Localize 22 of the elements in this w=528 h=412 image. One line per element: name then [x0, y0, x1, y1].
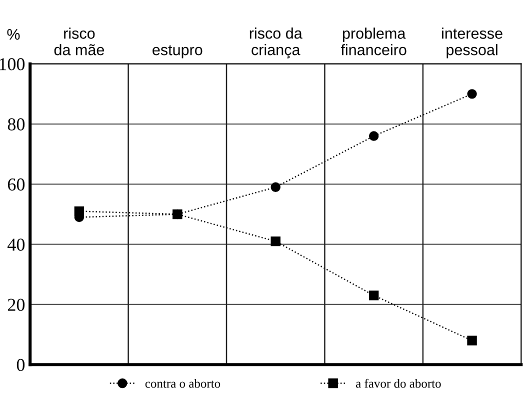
point	[270, 236, 280, 246]
y-tick-label: 20	[8, 298, 25, 311]
point	[270, 182, 280, 192]
point	[467, 336, 477, 346]
point	[368, 290, 379, 300]
point	[368, 131, 379, 141]
x-tick-label: risco da criança	[250, 28, 302, 58]
legend-label: a favor do aborto	[356, 378, 441, 388]
y-tick-label: 0	[16, 358, 25, 372]
y-tick-label: 40	[8, 238, 25, 251]
x-tick-label: problema financeiro	[340, 28, 406, 56]
x-tick-label: interesse pessoal	[442, 28, 502, 58]
point	[172, 209, 182, 220]
point	[74, 206, 84, 216]
legend-label: contra o aborto	[145, 378, 220, 388]
y-tick-label: 60	[8, 178, 25, 191]
point	[467, 89, 477, 99]
y-axis-title: %	[7, 29, 20, 40]
x-tick-label: estupro	[152, 45, 202, 58]
y-tick-label: 80	[8, 118, 25, 130]
y-tick-label: 100	[0, 58, 25, 70]
x-tick-label: risco da mãe	[54, 28, 104, 56]
